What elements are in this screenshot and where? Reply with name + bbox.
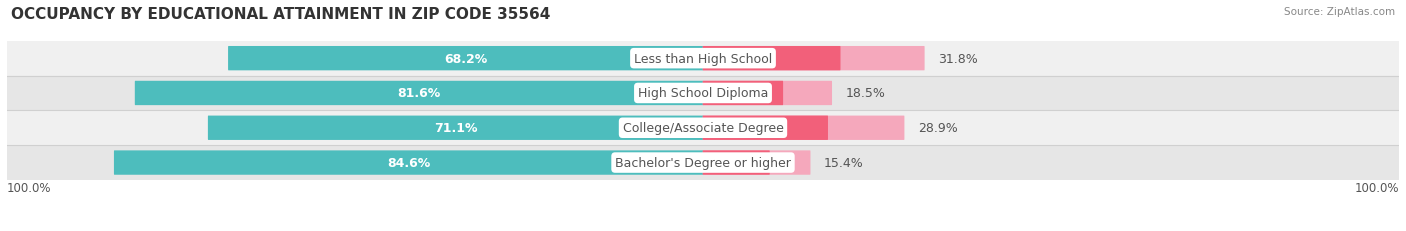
Text: 28.9%: 28.9%	[918, 122, 957, 135]
Text: OCCUPANCY BY EDUCATIONAL ATTAINMENT IN ZIP CODE 35564: OCCUPANCY BY EDUCATIONAL ATTAINMENT IN Z…	[11, 7, 551, 22]
FancyBboxPatch shape	[703, 151, 810, 175]
Text: 81.6%: 81.6%	[398, 87, 440, 100]
FancyBboxPatch shape	[7, 146, 1399, 180]
Text: 71.1%: 71.1%	[434, 122, 477, 135]
FancyBboxPatch shape	[703, 151, 769, 175]
FancyBboxPatch shape	[7, 111, 1399, 146]
Text: 18.5%: 18.5%	[845, 87, 886, 100]
FancyBboxPatch shape	[703, 47, 925, 71]
Text: Bachelor's Degree or higher: Bachelor's Degree or higher	[614, 156, 792, 169]
Text: 31.8%: 31.8%	[938, 52, 979, 65]
Text: 68.2%: 68.2%	[444, 52, 488, 65]
FancyBboxPatch shape	[7, 76, 1399, 111]
Text: College/Associate Degree: College/Associate Degree	[623, 122, 783, 135]
Text: Less than High School: Less than High School	[634, 52, 772, 65]
FancyBboxPatch shape	[228, 47, 703, 71]
FancyBboxPatch shape	[208, 116, 703, 140]
FancyBboxPatch shape	[7, 42, 1399, 76]
FancyBboxPatch shape	[135, 82, 703, 106]
Text: Source: ZipAtlas.com: Source: ZipAtlas.com	[1284, 7, 1395, 17]
FancyBboxPatch shape	[703, 47, 841, 71]
FancyBboxPatch shape	[703, 116, 904, 140]
FancyBboxPatch shape	[114, 151, 703, 175]
Text: 100.0%: 100.0%	[7, 181, 52, 194]
FancyBboxPatch shape	[703, 82, 783, 106]
Text: 84.6%: 84.6%	[387, 156, 430, 169]
FancyBboxPatch shape	[703, 82, 832, 106]
Text: High School Diploma: High School Diploma	[638, 87, 768, 100]
Text: 15.4%: 15.4%	[824, 156, 863, 169]
FancyBboxPatch shape	[703, 116, 828, 140]
Text: 100.0%: 100.0%	[1354, 181, 1399, 194]
